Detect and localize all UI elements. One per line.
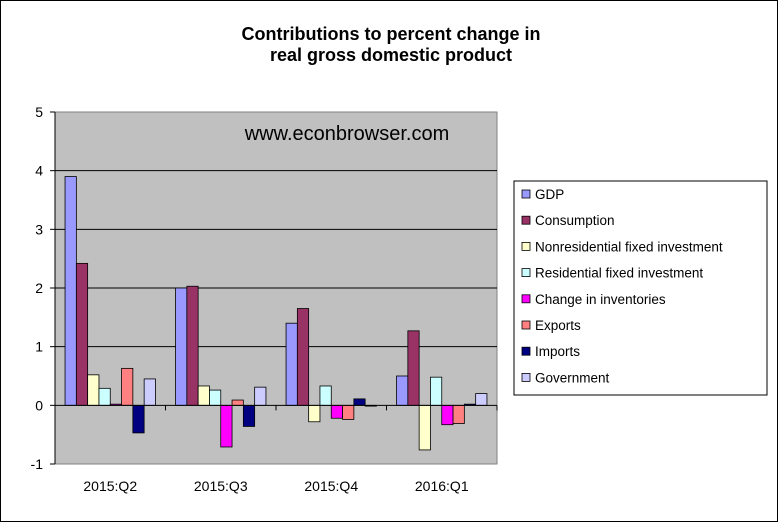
bar-government-2016-q1 [475, 393, 488, 406]
legend-label-nonresidential-fixed-investment: Nonresidential fixed investment [535, 239, 723, 254]
y-tick-label: 2 [35, 280, 43, 296]
bar-imports-2015-q4 [353, 398, 366, 406]
bar-imports-2015-q2 [132, 404, 145, 434]
y-tick-label: 3 [35, 221, 43, 237]
y-tick-label: 4 [35, 163, 43, 179]
bar-residential-fixed-investment-2015-q2 [98, 387, 111, 406]
bar-exports-2015-q2 [121, 367, 134, 406]
bar-exports-2015-q4 [342, 404, 355, 420]
bar-nonresidential-fixed-investment-2015-q2 [87, 374, 100, 406]
bar-residential-fixed-investment-2016-q1 [430, 376, 443, 406]
bar-nonresidential-fixed-investment-2015-q3 [197, 385, 210, 406]
bar-government-2015-q3 [254, 386, 267, 406]
legend-swatch-nonresidential-fixed-investment [521, 241, 531, 251]
y-tick-label: -1 [31, 456, 44, 472]
bar-consumption-2016-q1 [407, 330, 420, 406]
legend-swatch-government [521, 372, 531, 382]
legend-label-imports: Imports [535, 344, 580, 359]
legend-label-gdp: GDP [535, 187, 564, 202]
legend-box [513, 180, 768, 396]
legend-swatch-gdp [521, 189, 531, 199]
x-tick-label: 2015:Q3 [194, 478, 248, 494]
legend-swatch-residential-fixed-investment [521, 268, 531, 278]
legend-swatch-imports [521, 346, 531, 356]
bar-gdp-2015-q3 [175, 287, 188, 406]
bar-nonresidential-fixed-investment-2015-q4 [308, 404, 321, 423]
bar-imports-2015-q3 [242, 404, 256, 427]
x-tick-label: 2015:Q4 [304, 478, 358, 494]
bar-change-in-inventories-2016-q1 [441, 404, 454, 426]
y-tick-label: 1 [35, 339, 43, 355]
bar-exports-2015-q3 [231, 399, 244, 406]
legend-label-residential-fixed-investment: Residential fixed investment [535, 266, 703, 281]
bar-gdp-2015-q4 [285, 322, 298, 406]
bar-gdp-2015-q2 [64, 176, 77, 406]
bar-consumption-2015-q3 [186, 285, 199, 406]
x-tick-label: 2015:Q2 [83, 478, 137, 494]
grid-lines [55, 170, 497, 348]
bar-change-in-inventories-2015-q4 [330, 404, 343, 419]
bar-nonresidential-fixed-investment-2016-q1 [418, 404, 431, 451]
bar-residential-fixed-investment-2015-q4 [319, 385, 332, 406]
legend-label-change-in-inventories: Change in inventories [535, 292, 666, 307]
legend-label-exports: Exports [535, 318, 581, 333]
bars [64, 176, 488, 451]
x-tick-label: 2016:Q1 [415, 478, 469, 494]
legend-swatch-consumption [521, 215, 531, 225]
legend-label-government: Government [535, 370, 610, 385]
watermark: www.econbrowser.com [244, 123, 450, 145]
chart-subtitle: real gross domestic product [270, 45, 512, 65]
legend-label-consumption: Consumption [535, 213, 615, 228]
bar-change-in-inventories-2015-q3 [220, 404, 233, 448]
legend: GDP Consumption Nonresidential fixed inves… [513, 180, 768, 396]
y-tick-label: 0 [35, 397, 43, 413]
bar-residential-fixed-investment-2015-q3 [209, 389, 222, 406]
legend-swatch-change-in-inventories [521, 294, 531, 304]
bar-consumption-2015-q2 [75, 262, 89, 406]
bar-gdp-2016-q1 [396, 375, 409, 406]
y-tick-label: 5 [35, 104, 43, 120]
axes: -1 0 1 2 3 4 5 2015:Q2 2015:Q3 2015:Q4 2016:Q1 [31, 104, 498, 494]
bar-exports-2016-q1 [452, 404, 465, 424]
bar-government-2015-q2 [143, 378, 156, 406]
bar-consumption-2015-q4 [296, 308, 310, 406]
legend-swatch-exports [521, 320, 531, 330]
chart-title: Contributions to percent change in [241, 24, 540, 44]
